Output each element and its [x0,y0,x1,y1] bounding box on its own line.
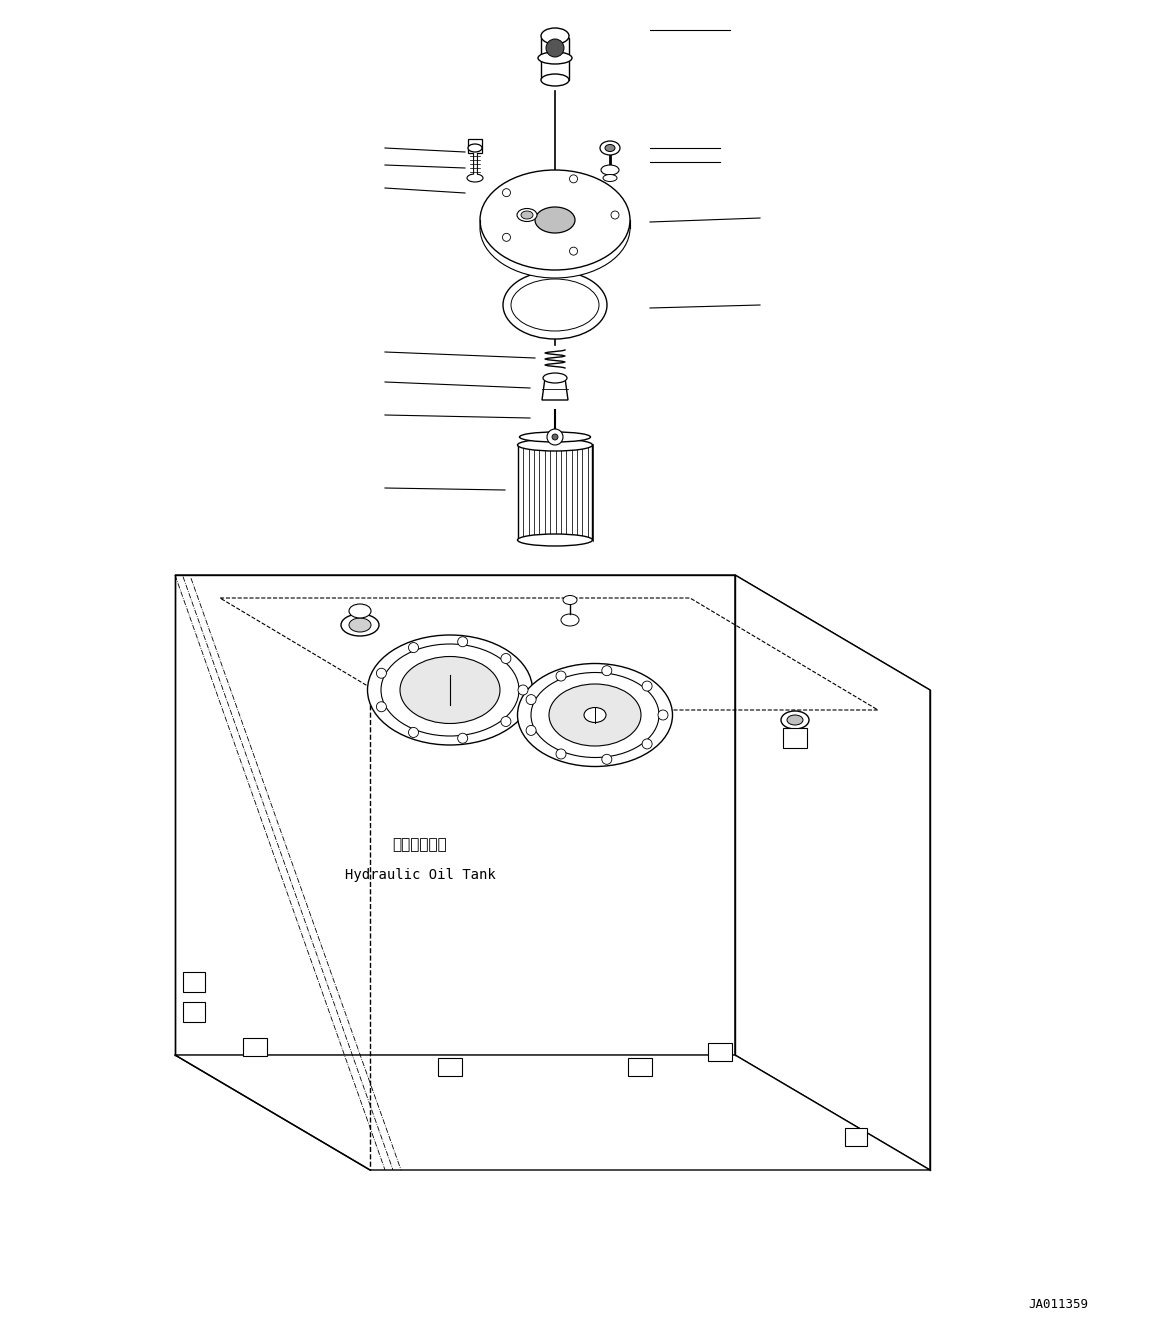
Circle shape [526,694,536,705]
Ellipse shape [511,279,599,331]
Circle shape [408,642,419,653]
Circle shape [377,702,386,712]
Circle shape [556,672,566,681]
FancyBboxPatch shape [183,1003,205,1023]
Circle shape [611,211,619,219]
FancyBboxPatch shape [468,139,481,154]
Circle shape [502,234,511,242]
Ellipse shape [518,439,592,451]
Polygon shape [174,1055,930,1169]
Ellipse shape [600,142,620,155]
Ellipse shape [787,716,802,725]
Ellipse shape [538,52,572,64]
FancyBboxPatch shape [628,1059,652,1076]
Ellipse shape [341,614,379,635]
Ellipse shape [349,618,371,631]
Ellipse shape [518,534,592,546]
FancyBboxPatch shape [183,972,205,992]
Ellipse shape [518,663,672,766]
Circle shape [658,710,668,720]
Ellipse shape [541,73,569,85]
Ellipse shape [480,178,630,278]
Polygon shape [541,37,569,80]
Ellipse shape [782,712,809,729]
FancyBboxPatch shape [438,1059,462,1076]
Ellipse shape [601,166,619,175]
Text: 作動油タンク: 作動油タンク [393,837,448,853]
FancyBboxPatch shape [846,1128,866,1145]
Circle shape [642,740,652,749]
FancyBboxPatch shape [708,1043,732,1061]
Text: Hydraulic Oil Tank: Hydraulic Oil Tank [344,868,495,882]
Circle shape [408,728,419,737]
Ellipse shape [584,708,606,722]
Circle shape [501,717,511,726]
Ellipse shape [504,271,607,339]
FancyBboxPatch shape [243,1039,267,1056]
Circle shape [570,175,578,183]
Ellipse shape [605,144,615,151]
Circle shape [458,733,468,744]
Ellipse shape [368,635,533,745]
Ellipse shape [468,174,483,182]
Ellipse shape [400,657,500,724]
Circle shape [547,429,563,445]
Polygon shape [174,575,735,1055]
Circle shape [526,725,536,736]
Circle shape [570,247,578,255]
Ellipse shape [531,673,659,757]
Ellipse shape [551,445,559,450]
Circle shape [545,39,564,57]
Circle shape [502,188,511,196]
Circle shape [377,669,386,678]
Ellipse shape [468,144,481,152]
Ellipse shape [535,207,575,234]
Ellipse shape [563,595,577,605]
Polygon shape [542,378,568,400]
Ellipse shape [602,175,618,182]
Ellipse shape [349,603,371,618]
Ellipse shape [561,614,579,626]
Polygon shape [518,445,592,539]
Ellipse shape [518,208,537,222]
Polygon shape [174,575,930,690]
Ellipse shape [521,211,533,219]
Circle shape [458,637,468,646]
Ellipse shape [541,28,569,44]
Circle shape [601,754,612,765]
Circle shape [552,434,558,441]
Ellipse shape [520,433,591,442]
Circle shape [518,685,528,696]
Ellipse shape [543,372,568,383]
Circle shape [501,654,511,663]
Ellipse shape [381,643,519,736]
Circle shape [556,749,566,760]
Polygon shape [735,575,930,1169]
Ellipse shape [549,684,641,746]
FancyBboxPatch shape [783,728,807,748]
Circle shape [642,681,652,692]
Text: JA011359: JA011359 [1028,1299,1089,1311]
Ellipse shape [480,170,630,270]
Circle shape [601,666,612,676]
